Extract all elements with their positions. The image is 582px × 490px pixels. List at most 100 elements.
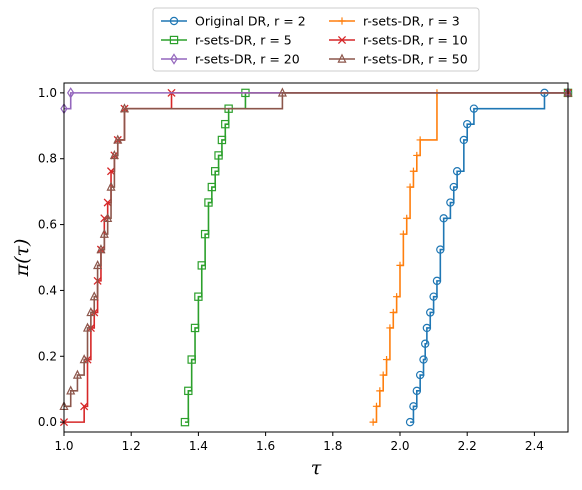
series-line [184, 92, 568, 423]
data-point [386, 324, 394, 332]
data-point [426, 308, 435, 317]
data-point [109, 149, 119, 160]
data-point [214, 151, 223, 160]
legend-label: r-sets-DR, r = 5 [195, 33, 292, 48]
data-point [469, 104, 479, 113]
data-point [207, 182, 217, 192]
series-line [64, 92, 568, 423]
y-tick-label: 0.4 [38, 283, 57, 297]
x-tick-label: 2.0 [390, 439, 409, 453]
series-line [64, 92, 568, 408]
y-tick-label: 0.6 [38, 218, 57, 232]
data-point [82, 322, 93, 332]
data-point [405, 417, 415, 427]
series-1 [405, 88, 573, 427]
data-point [96, 244, 106, 254]
x-tick-label: 2.4 [525, 439, 544, 453]
data-point [66, 385, 76, 395]
data-point [197, 261, 206, 270]
legend-item: Original DR, r = 2 [161, 14, 306, 29]
y-tick-label: 0.8 [38, 152, 57, 166]
legend-label: r-sets-DR, r = 3 [363, 14, 460, 29]
data-point [221, 119, 230, 129]
data-point [169, 35, 179, 45]
data-point [169, 16, 179, 26]
data-point [429, 292, 438, 301]
legend-item: r-sets-DR, r = 5 [161, 33, 292, 48]
data-point [200, 229, 210, 239]
series-line [64, 92, 568, 110]
plot-area [59, 87, 573, 427]
legend-box [152, 7, 480, 72]
data-point [72, 369, 83, 379]
data-point [103, 198, 112, 207]
y-axis: 0.0 0.2 0.4 0.6 0.8 1.0 [38, 86, 64, 429]
x-tick-label: 2.2 [458, 439, 477, 453]
data-point [113, 134, 123, 144]
x-axis: 1.0 1.2 1.4 1.6 1.8 2.0 2.2 2.4 [54, 432, 544, 453]
data-point [204, 198, 213, 207]
data-point [409, 402, 418, 411]
data-point [449, 182, 458, 192]
series-3 [180, 88, 573, 427]
x-tick-label: 1.2 [122, 439, 141, 453]
legend-item: r-sets-DR, r = 3 [329, 14, 460, 29]
data-point [452, 167, 462, 176]
data-point [86, 307, 96, 317]
data-point [180, 417, 190, 427]
data-point [89, 291, 99, 301]
data-point [187, 355, 196, 364]
legend-item: r-sets-DR, r = 10 [329, 33, 468, 48]
data-point [415, 370, 425, 380]
x-tick-label: 1.8 [323, 439, 342, 453]
data-point [379, 371, 387, 379]
series-line [373, 92, 568, 423]
data-point [439, 214, 448, 223]
data-point [338, 17, 346, 25]
series-6 [59, 87, 573, 411]
y-axis-label: π(τ) [11, 239, 33, 278]
y-tick-label: 0.0 [38, 415, 57, 429]
data-point [99, 228, 109, 238]
data-point [459, 135, 469, 145]
data-point [369, 418, 377, 426]
data-point [412, 386, 421, 396]
legend-item: r-sets-DR, r = 50 [329, 52, 468, 67]
plot-frame [63, 82, 569, 433]
data-point [382, 355, 391, 364]
x-tick-label: 1.6 [256, 439, 275, 453]
data-point [396, 261, 404, 270]
y-tick-label: 0.2 [38, 349, 57, 363]
legend-label: Original DR, r = 2 [195, 14, 306, 29]
data-point [211, 167, 220, 176]
data-point [403, 214, 411, 222]
data-point [393, 293, 401, 301]
data-point [446, 198, 455, 207]
data-point [67, 87, 75, 99]
data-point [399, 230, 407, 238]
legend-label: r-sets-DR, r = 50 [363, 52, 468, 67]
series-4 [59, 88, 573, 427]
data-point [421, 339, 430, 348]
data-point [376, 387, 384, 395]
data-point [372, 402, 381, 410]
x-axis-label: τ [311, 457, 322, 479]
data-point [463, 119, 472, 129]
legend-item: r-sets-DR, r = 20 [161, 52, 300, 67]
data-point [184, 386, 193, 396]
data-point [337, 35, 347, 45]
data-point [217, 135, 227, 145]
data-point [413, 151, 421, 160]
data-point [80, 402, 89, 411]
data-point [409, 167, 418, 175]
data-point [436, 245, 445, 254]
legend: Original DR, r = 2 r-sets-DR, r = 3 r-sets… [152, 7, 480, 72]
data-point [119, 103, 130, 113]
data-point [106, 181, 116, 191]
data-point [277, 87, 287, 97]
series-5 [60, 87, 572, 115]
x-tick-label: 1.4 [189, 439, 208, 453]
data-point [406, 183, 414, 191]
legend-label: r-sets-DR, r = 10 [363, 33, 468, 48]
